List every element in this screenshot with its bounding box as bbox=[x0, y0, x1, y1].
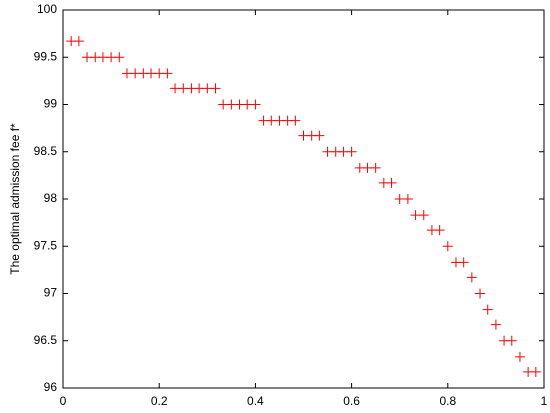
plot-area bbox=[62, 9, 545, 389]
marker bbox=[210, 83, 221, 94]
marker bbox=[434, 225, 445, 236]
x-tick-label: 0 bbox=[60, 394, 67, 408]
marker bbox=[370, 162, 381, 173]
y-tick-label: 97.5 bbox=[34, 238, 58, 252]
x-tick-label: 0.8 bbox=[439, 394, 456, 408]
marker bbox=[475, 288, 486, 299]
marker bbox=[466, 272, 477, 283]
marker bbox=[73, 36, 84, 47]
y-tick-label: 96.5 bbox=[34, 333, 58, 347]
marker bbox=[530, 366, 541, 377]
marker bbox=[114, 52, 125, 63]
y-tick-label: 97 bbox=[44, 286, 58, 300]
marker bbox=[514, 351, 525, 362]
y-tick-label: 96 bbox=[44, 380, 58, 394]
x-tick-label: 0.6 bbox=[343, 394, 360, 408]
marker bbox=[442, 241, 453, 252]
marker bbox=[386, 177, 397, 188]
y-axis-label: The optimal admission fee f* bbox=[8, 123, 22, 275]
marker bbox=[418, 210, 429, 221]
marker bbox=[162, 68, 173, 79]
y-tick-label: 98 bbox=[44, 191, 58, 205]
marker bbox=[314, 130, 325, 141]
y-tick-label: 99.5 bbox=[34, 49, 58, 63]
marker bbox=[490, 319, 501, 330]
marker bbox=[250, 99, 261, 110]
x-tick-label: 0.2 bbox=[151, 394, 168, 408]
marker bbox=[402, 194, 413, 204]
y-tick-label: 100 bbox=[37, 2, 57, 16]
marker bbox=[482, 304, 493, 315]
marker bbox=[458, 257, 469, 268]
y-tick-label: 98.5 bbox=[34, 144, 58, 158]
marker bbox=[506, 335, 517, 346]
y-tick-label: 99 bbox=[44, 97, 58, 111]
x-tick-label: 1 bbox=[541, 394, 548, 408]
marker bbox=[290, 115, 301, 126]
x-tick-label: 0.4 bbox=[247, 394, 264, 408]
marker bbox=[346, 146, 357, 157]
